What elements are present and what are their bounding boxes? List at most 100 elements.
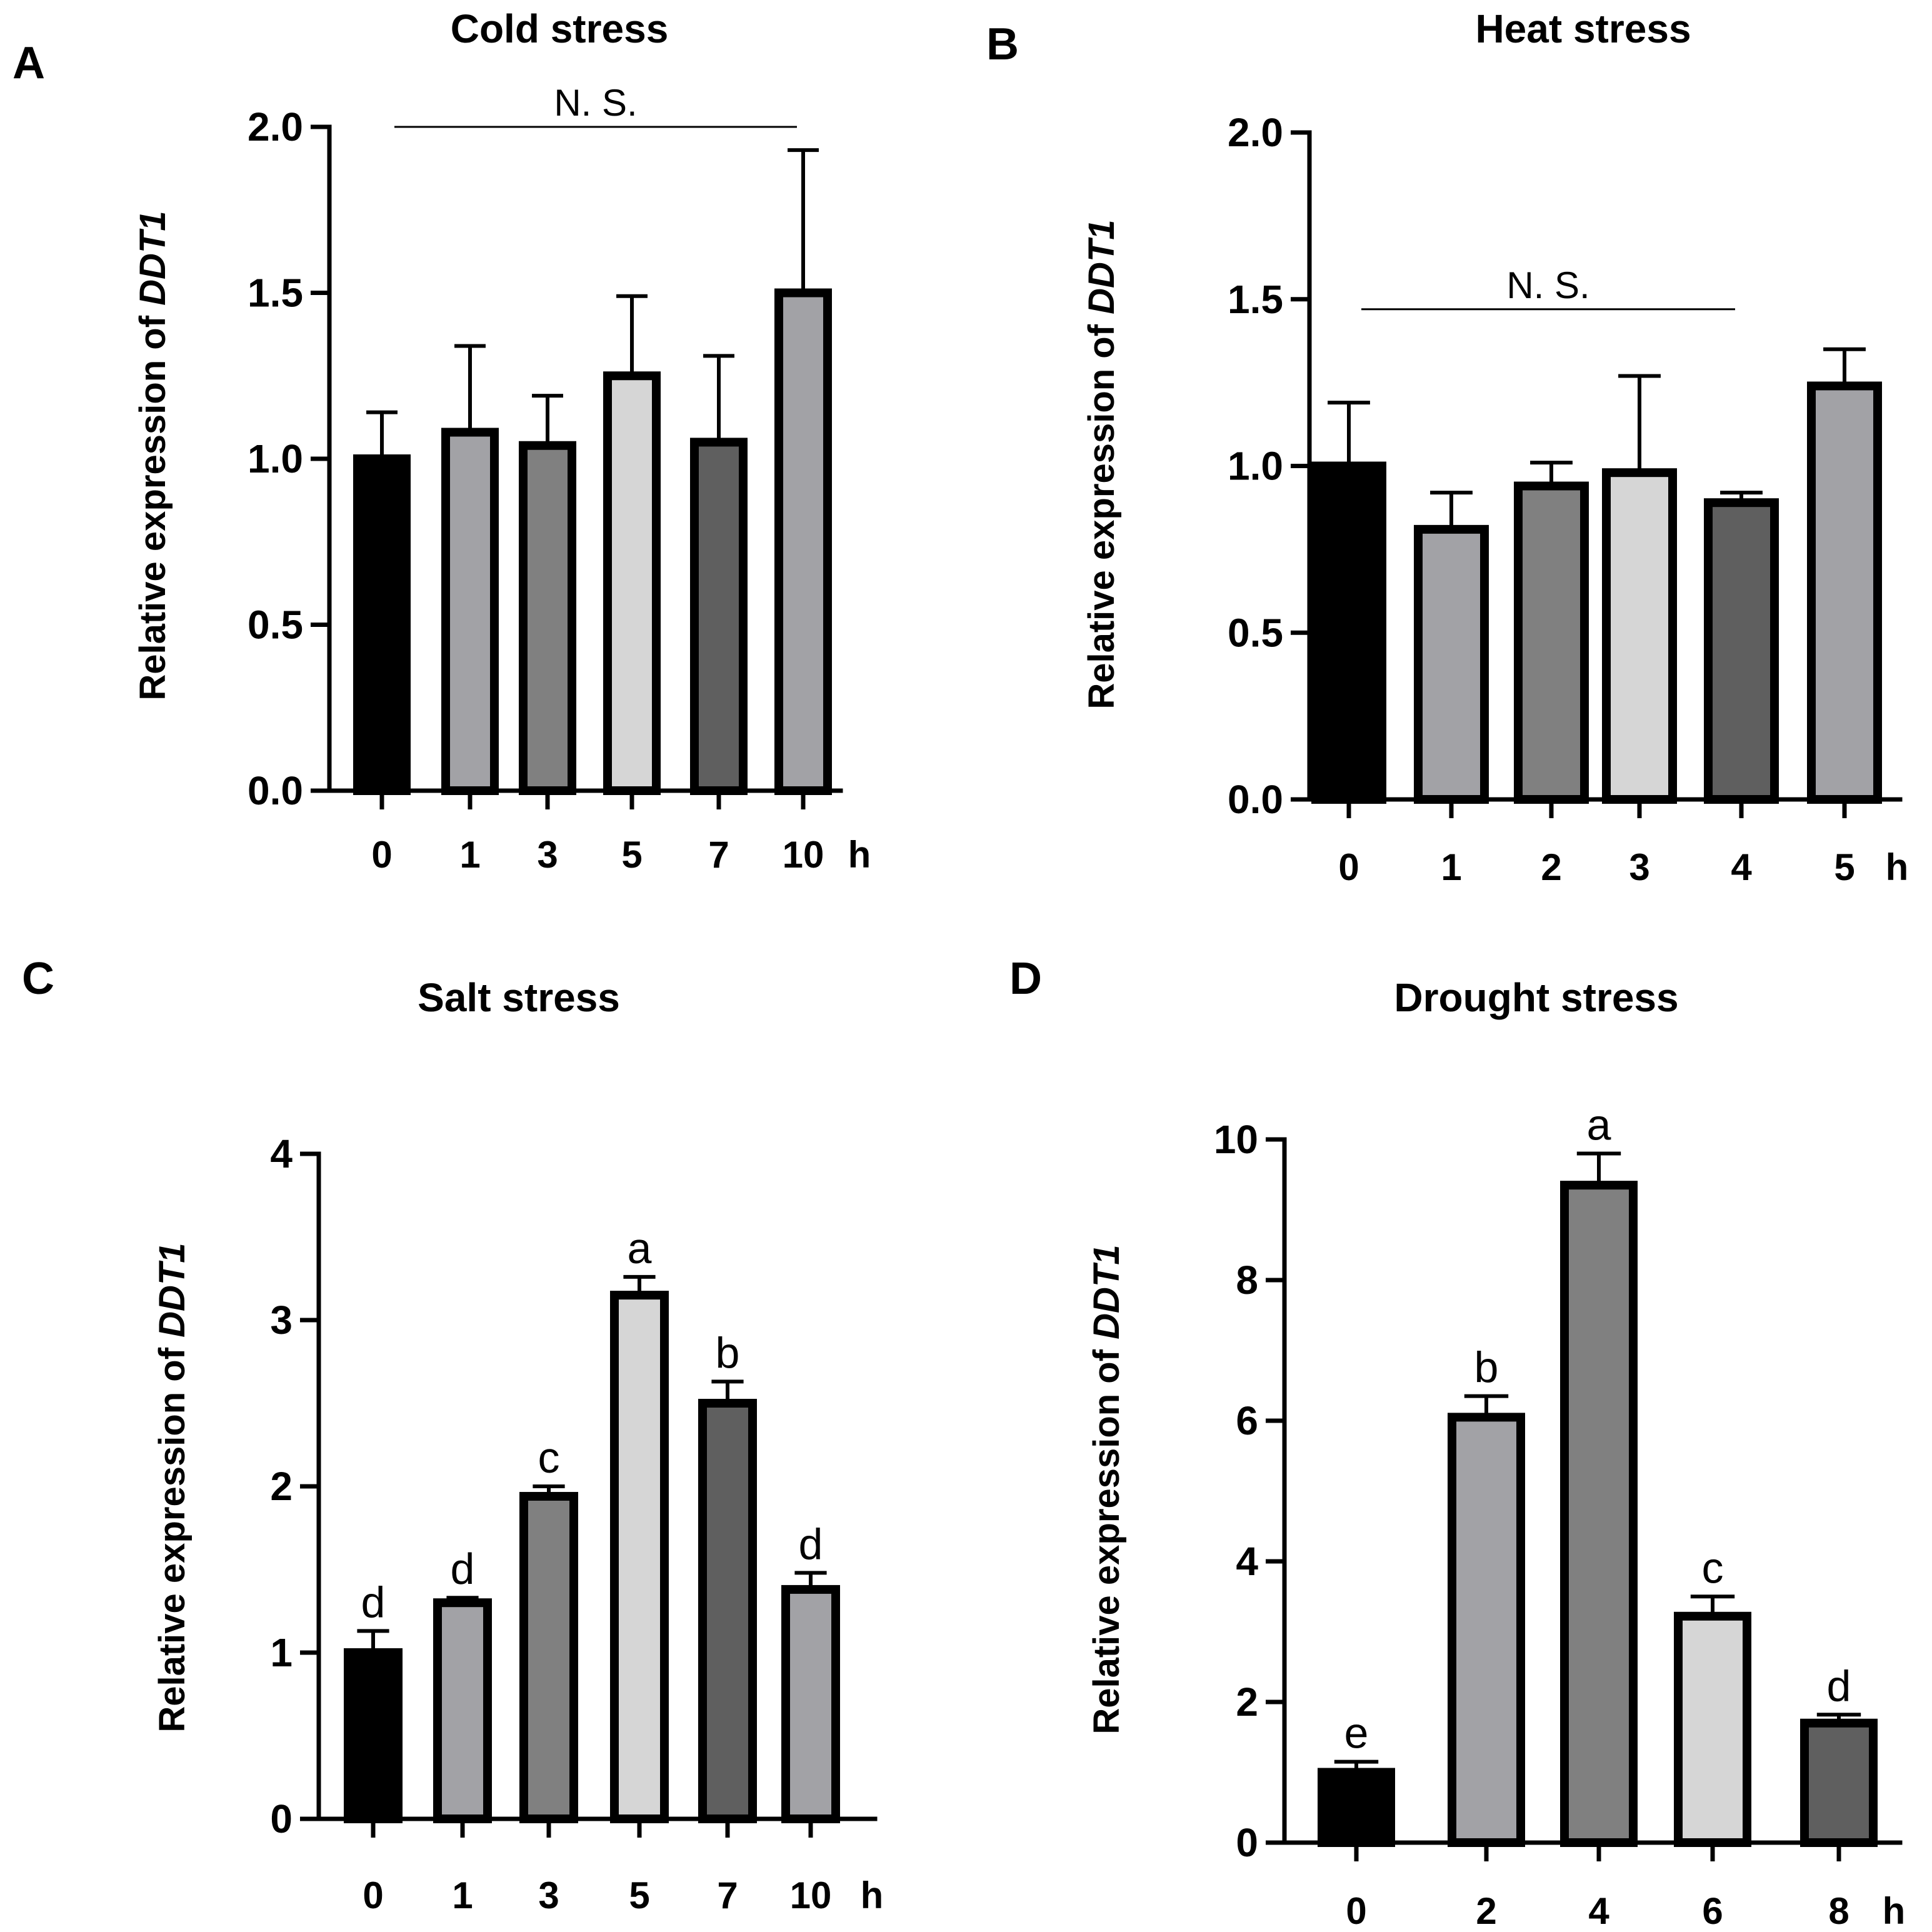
y-tick-label: 1.5 (1228, 277, 1283, 322)
y-tick-label: 10 (1214, 1117, 1258, 1162)
x-axis-unit: h (848, 834, 871, 876)
bar (610, 1291, 669, 1824)
bar (1514, 481, 1589, 804)
y-tick-label: 4 (270, 1131, 293, 1176)
panel-b: B Heat stress Relative expression of DDT1 0… (986, 6, 1908, 888)
significance-letter: d (799, 1519, 823, 1568)
y-axis-label-prefix: Relative expression of (152, 1338, 193, 1733)
significance-letter: d (1827, 1661, 1851, 1710)
bar (433, 1598, 492, 1823)
x-tick-label: 7 (708, 834, 729, 876)
x-tick-label: 8 (1828, 1890, 1849, 1932)
significance-label: N. S. (554, 82, 637, 124)
x-axis-unit: h (861, 1874, 884, 1916)
bar (1602, 468, 1677, 804)
x-tick-label: 10 (783, 834, 824, 876)
x-tick-label: 0 (1338, 846, 1359, 888)
y-tick-label: 2.0 (1228, 110, 1283, 155)
y-axis-label-prefix: Relative expression of (133, 306, 173, 701)
panel-letter: B (986, 19, 1019, 69)
bar (441, 428, 499, 795)
bar (353, 454, 411, 795)
bar (1807, 381, 1882, 804)
significance-letter: c (538, 1433, 560, 1482)
x-tick-label: 6 (1702, 1890, 1723, 1932)
panel-letter: D (1009, 954, 1042, 1004)
y-tick-label: 4 (1236, 1539, 1258, 1584)
y-axis-label: Relative expression of DDT1 (133, 211, 173, 700)
bar (1318, 1768, 1395, 1847)
significance-letter: d (451, 1544, 475, 1593)
y-axis-label: Relative expression of DDT1 (1086, 1244, 1127, 1734)
significance-letter: d (361, 1578, 386, 1626)
x-tick-label: 0 (1346, 1890, 1366, 1932)
x-tick-label: 3 (1629, 846, 1649, 888)
bar (519, 441, 576, 795)
y-axis-label: Relative expression of DDT1 (1081, 219, 1122, 709)
x-tick-label: 3 (538, 1874, 559, 1916)
bar (690, 438, 748, 795)
significance-letter: b (1474, 1343, 1499, 1392)
x-tick-label: 2 (1476, 1890, 1496, 1932)
x-tick-label: 4 (1588, 1890, 1609, 1932)
y-tick-label: 0.5 (248, 603, 303, 648)
y-tick-label: 0 (1236, 1820, 1258, 1865)
x-tick-label: 7 (717, 1874, 738, 1916)
bar (1414, 524, 1489, 804)
x-tick-label: 10 (790, 1874, 832, 1916)
bar (1311, 461, 1386, 804)
y-tick-label: 0.5 (1228, 610, 1283, 655)
y-axis-label-gene: DDT1 (1086, 1244, 1127, 1339)
y-axis-label-prefix: Relative expression of (1081, 314, 1122, 709)
panel-letter: A (13, 38, 45, 88)
panel-title: Cold stress (451, 6, 669, 51)
bar (781, 1584, 840, 1823)
bar (344, 1648, 403, 1823)
x-tick-label: 5 (629, 1874, 649, 1916)
y-tick-label: 1.0 (248, 436, 303, 481)
y-axis-label-gene: DDT1 (133, 211, 173, 305)
significance-label: N. S. (1506, 264, 1589, 306)
y-tick-label: 1.5 (248, 271, 303, 316)
y-tick-label: 6 (1236, 1398, 1258, 1443)
panel-letter: C (22, 954, 54, 1004)
y-tick-label: 2 (1236, 1679, 1258, 1724)
panel-d: D Drought stress Relative expression of DD… (1009, 954, 1905, 1932)
y-tick-label: 8 (1236, 1258, 1258, 1303)
x-tick-label: 5 (621, 834, 642, 876)
bar (519, 1491, 578, 1823)
y-axis-label: Relative expression of DDT1 (152, 1243, 193, 1732)
bar (1674, 1611, 1751, 1847)
y-tick-label: 2.0 (248, 104, 303, 149)
bar (1560, 1181, 1638, 1847)
significance-letter: c (1702, 1543, 1724, 1592)
y-tick-label: 1.0 (1228, 444, 1283, 489)
x-tick-label: 0 (371, 834, 392, 876)
x-tick-label: 0 (363, 1874, 383, 1916)
y-tick-label: 2 (270, 1464, 293, 1509)
bar (1448, 1413, 1525, 1847)
x-axis-unit: h (1883, 1890, 1906, 1932)
y-tick-label: 0 (270, 1796, 293, 1841)
panel-title: Salt stress (418, 975, 620, 1020)
x-tick-label: 4 (1731, 846, 1752, 888)
y-tick-label: 1 (270, 1630, 293, 1675)
x-tick-label: 3 (537, 834, 558, 876)
bar (603, 371, 661, 795)
y-tick-label: 3 (270, 1298, 293, 1343)
panel-c: C Salt stress Relative expression of DDT1 0… (22, 954, 883, 1916)
y-axis-label-prefix: Relative expression of (1086, 1339, 1127, 1734)
x-tick-label: 1 (459, 834, 480, 876)
panel-a: A Cold stress Relative expression of DDT1 0… (13, 6, 871, 876)
x-axis-unit: h (1886, 846, 1909, 888)
x-tick-label: 2 (1541, 846, 1561, 888)
y-axis-label-gene: DDT1 (152, 1243, 193, 1337)
panel-title: Heat stress (1475, 6, 1691, 51)
x-tick-label: 1 (452, 1874, 473, 1916)
significance-letter: a (1587, 1101, 1611, 1149)
bar (698, 1399, 757, 1823)
bar (1704, 498, 1779, 804)
panel-title: Drought stress (1394, 975, 1678, 1020)
x-tick-label: 5 (1834, 846, 1854, 888)
